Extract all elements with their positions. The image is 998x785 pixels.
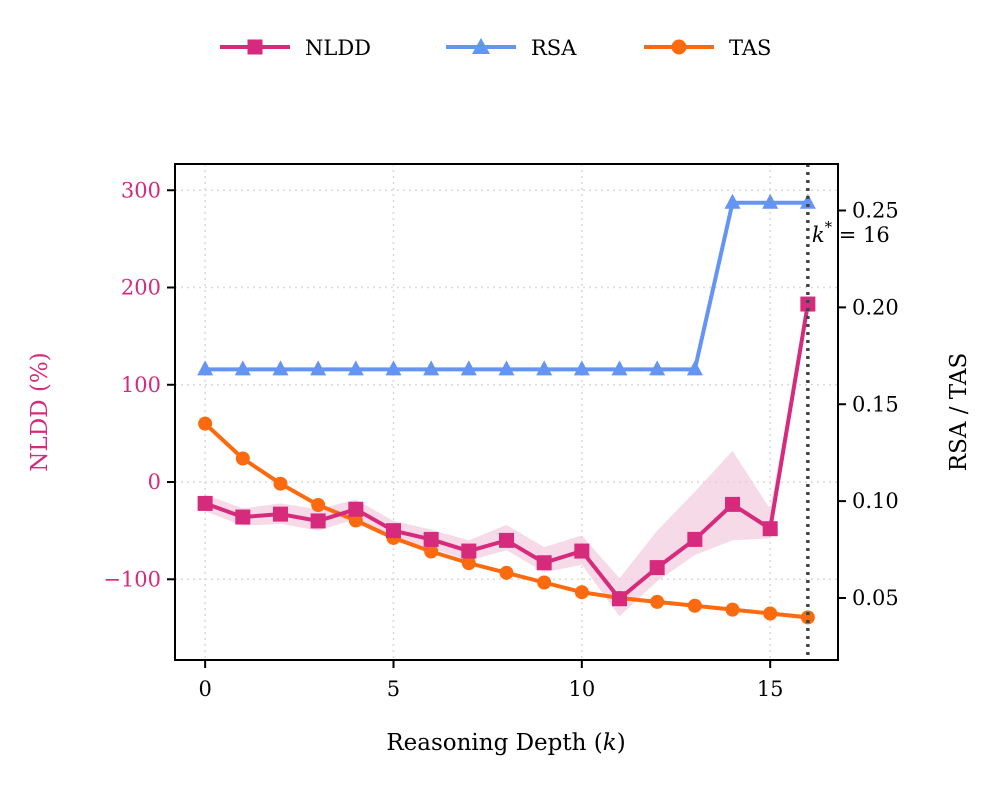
x-axis-label-var: k	[603, 730, 617, 756]
tas-point	[499, 565, 514, 580]
nldd-point	[687, 531, 703, 547]
legend: NLDD RSA TAS	[220, 36, 771, 60]
y-left-tick-label: 200	[121, 276, 161, 300]
y-axis-left-label: NLDD (%)	[27, 352, 53, 471]
tas-point	[537, 575, 552, 590]
y-right-tick-label: 0.10	[852, 489, 899, 513]
x-tick-label: 10	[568, 677, 595, 701]
tas-point	[348, 513, 363, 528]
rsa-point	[423, 360, 440, 376]
tick-layer: 0 5 10 15 300 200 100 0 −100 0.25 0.20 0.15 0.10 0.05	[103, 178, 898, 701]
tas-point	[687, 598, 702, 613]
tas-point	[311, 498, 326, 512]
legend-item-nldd: NLDD	[220, 36, 371, 60]
y-right-tick-label: 0.20	[852, 295, 899, 319]
nldd-point	[649, 560, 665, 576]
nldd-point	[536, 555, 552, 571]
rsa-point	[536, 360, 553, 376]
legend-rsa-label: RSA	[531, 36, 577, 60]
nldd-line	[204, 303, 810, 601]
legend-tas-marker	[671, 39, 687, 55]
nldd-point	[762, 521, 778, 537]
nldd-point	[423, 531, 439, 547]
nldd-confidence-band	[205, 302, 808, 617]
nldd-point	[310, 513, 326, 529]
y-right-tick-label: 0.15	[852, 392, 899, 416]
legend-item-rsa: RSA	[446, 36, 577, 60]
rsa-point	[460, 360, 477, 376]
annotation-group: k* = 16	[806, 164, 890, 660]
y-left-tick-label: 100	[121, 373, 161, 397]
legend-nldd-marker	[247, 39, 263, 55]
nldd-point	[385, 523, 401, 539]
rsa-point	[498, 360, 515, 376]
series-layer	[197, 193, 816, 625]
tas-point	[273, 476, 288, 491]
rsa-point	[762, 193, 779, 209]
grid	[175, 164, 838, 660]
tas-point	[800, 610, 815, 625]
series-rsa	[197, 193, 816, 376]
x-axis-label-main: Reasoning Depth (	[386, 730, 602, 756]
nldd-point	[800, 296, 816, 312]
rsa-point	[310, 360, 327, 376]
nldd-point	[348, 501, 364, 517]
tas-point	[763, 606, 778, 621]
legend-tas-label: TAS	[729, 36, 771, 60]
rsa-line	[205, 200, 808, 372]
k-star-sup: *	[825, 218, 833, 236]
rsa-point	[197, 360, 214, 376]
tas-point	[198, 416, 213, 431]
k-star-var: k	[812, 223, 825, 247]
k-star-value: = 16	[832, 223, 890, 247]
nldd-point	[499, 532, 514, 548]
rsa-point	[347, 360, 364, 376]
nldd-point	[272, 506, 288, 522]
nldd-point	[574, 543, 590, 559]
x-axis-label-close: )	[617, 730, 626, 756]
nldd-point	[725, 496, 741, 512]
tas-point	[235, 451, 250, 466]
rsa-point	[234, 360, 251, 376]
tas-point	[725, 602, 740, 617]
tas-point	[650, 594, 665, 609]
legend-nldd-label: NLDD	[305, 36, 371, 60]
legend-rsa-marker	[472, 38, 490, 54]
rsa-point	[649, 360, 666, 376]
nldd-point	[197, 495, 213, 511]
rsa-point	[724, 193, 741, 209]
tas-point	[424, 544, 439, 559]
y-right-tick-label: 0.25	[852, 199, 899, 223]
legend-item-tas: TAS	[644, 36, 771, 60]
x-tick-label: 5	[387, 677, 400, 701]
plot-frame	[174, 163, 839, 661]
rsa-point	[272, 360, 289, 376]
rsa-point	[385, 360, 402, 376]
x-tick-label: 15	[757, 677, 784, 701]
x-axis-label: Reasoning Depth (k)	[386, 730, 625, 756]
k-star-label: k* = 16	[812, 218, 890, 247]
rsa-point	[611, 360, 628, 376]
rsa-point	[799, 193, 816, 209]
series-nldd	[197, 296, 816, 607]
rsa-point	[686, 360, 703, 376]
tas-point	[574, 585, 589, 600]
rsa-point	[573, 360, 590, 376]
y-right-tick-label: 0.05	[852, 586, 899, 610]
y-left-tick-label: −100	[103, 567, 161, 591]
nldd-point	[235, 509, 251, 525]
y-left-tick-label: 0	[148, 470, 161, 494]
nldd-point	[461, 543, 477, 559]
tas-point	[461, 556, 476, 571]
y-left-tick-label: 300	[121, 178, 161, 202]
nldd-band	[205, 302, 808, 617]
nldd-point	[612, 591, 628, 607]
x-tick-label: 0	[198, 677, 211, 701]
y-axis-right-label: RSA / TAS	[946, 353, 972, 472]
